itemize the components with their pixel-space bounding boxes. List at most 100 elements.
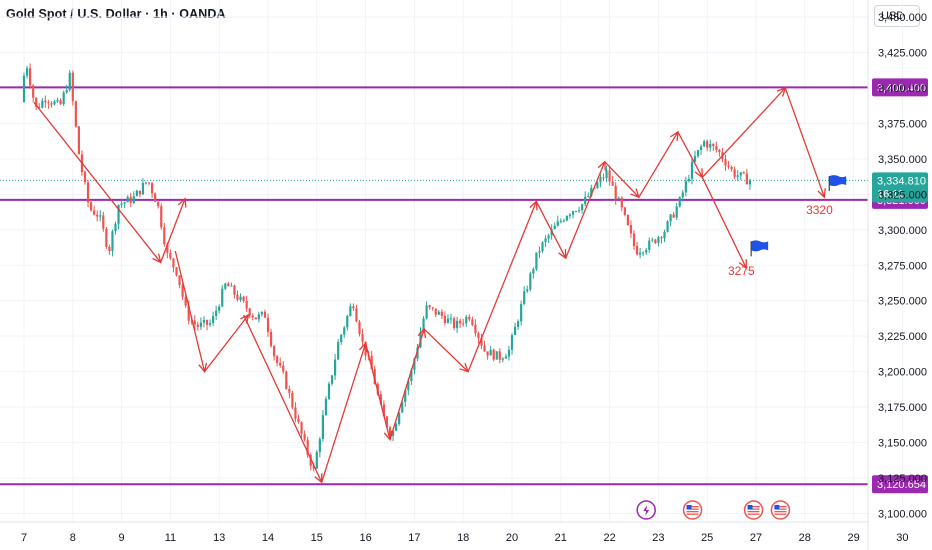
candle-body	[541, 242, 544, 252]
candle-body	[202, 319, 206, 323]
candle-body	[574, 211, 578, 213]
arrow-segment	[389, 328, 425, 440]
candle-body	[144, 182, 148, 184]
candle-body	[337, 342, 340, 360]
candle-body	[105, 228, 108, 247]
us-flag-icon	[686, 505, 692, 509]
candle-body	[608, 170, 611, 182]
candle-body	[727, 165, 730, 167]
x-tick-label: 16	[359, 532, 371, 544]
candle-body	[208, 323, 212, 325]
candle-body	[642, 252, 645, 254]
arrow-segment	[784, 87, 825, 198]
candle-body	[254, 317, 257, 320]
candle-body	[678, 197, 681, 207]
candle-body	[666, 221, 669, 232]
arrow-segment	[174, 250, 206, 372]
us-flag-stripe	[774, 508, 787, 510]
candle-body	[184, 296, 187, 306]
current-price-tag	[872, 172, 928, 203]
arrow-head	[817, 188, 826, 199]
currency-button[interactable]: USD	[874, 5, 920, 27]
candle-body	[468, 316, 471, 320]
candle-body	[306, 439, 309, 455]
arrow-head	[178, 197, 187, 208]
candle-body	[129, 196, 132, 203]
candle-body	[218, 306, 221, 311]
candle-body	[495, 351, 498, 360]
us-flag-stripe	[747, 511, 760, 513]
candle-body	[471, 319, 474, 325]
y-tick-label: 3,275.000	[878, 260, 927, 272]
arrow-segment	[535, 201, 567, 259]
x-tick-label: 8	[70, 532, 76, 544]
candle-body	[135, 190, 138, 197]
candle-body	[553, 225, 556, 230]
candle-body	[175, 267, 178, 276]
candle-body	[245, 300, 248, 309]
current-price-label: 3,334.810	[877, 175, 926, 187]
candle-body	[523, 291, 526, 305]
y-tick-label: 3,450.000	[878, 12, 927, 24]
candle-body	[364, 341, 367, 356]
candle-body	[690, 161, 694, 179]
level-price-tag	[872, 78, 928, 97]
candle-body	[74, 101, 77, 127]
arrow-segment	[638, 131, 679, 198]
candle-body	[151, 183, 154, 194]
y-tick-label: 3,250.000	[878, 296, 927, 308]
us-flag-stripe	[747, 508, 760, 510]
arrow-segment	[160, 198, 186, 263]
us-flag-stripe	[774, 506, 787, 508]
candle-body	[291, 392, 294, 408]
candle-body	[724, 159, 727, 166]
candle-body	[565, 216, 568, 221]
candle-body	[706, 141, 709, 148]
candle-body	[233, 285, 236, 295]
candle-body	[44, 100, 47, 103]
target-label: 3320	[806, 203, 833, 217]
chart-grid	[0, 0, 903, 522]
candle-body	[669, 214, 672, 222]
x-tick-label: 18	[457, 532, 469, 544]
candle-body	[440, 311, 443, 316]
x-tick-label: 28	[799, 532, 811, 544]
candle-body	[452, 318, 456, 328]
candle-body	[428, 305, 431, 308]
candle-body	[510, 334, 514, 350]
event-icons	[636, 500, 791, 520]
candle-body	[327, 383, 331, 399]
arrow-segment	[321, 343, 367, 483]
candle-body	[556, 221, 559, 226]
candle-body	[334, 359, 337, 376]
candle-body	[712, 143, 715, 147]
candle-body	[324, 398, 328, 416]
candle-body	[120, 203, 123, 205]
candle-body	[571, 211, 575, 215]
candle-body	[681, 192, 684, 198]
candle-body	[617, 197, 620, 200]
candle-body	[391, 430, 395, 436]
candle-body	[68, 72, 71, 91]
zigzag-arrows	[33, 86, 826, 484]
candle-body	[672, 214, 675, 218]
candle-body	[401, 402, 404, 413]
candle-body	[532, 269, 535, 274]
candle-body	[434, 308, 437, 315]
candle-body	[321, 415, 324, 440]
candle-body	[352, 306, 355, 309]
candle-body	[141, 183, 145, 195]
candle-body	[86, 182, 90, 203]
candle-body	[41, 100, 44, 108]
arrow-head	[670, 130, 679, 141]
us-flag-icon-ring	[743, 500, 764, 520]
x-tick-label: 11	[165, 532, 176, 544]
candle-body	[71, 72, 74, 102]
candle-body	[730, 166, 733, 170]
candle-body	[288, 388, 291, 393]
candle-body	[123, 202, 126, 204]
x-tick-label: 20	[506, 532, 518, 544]
arrow-segment	[243, 314, 323, 483]
candle-body	[22, 75, 26, 103]
